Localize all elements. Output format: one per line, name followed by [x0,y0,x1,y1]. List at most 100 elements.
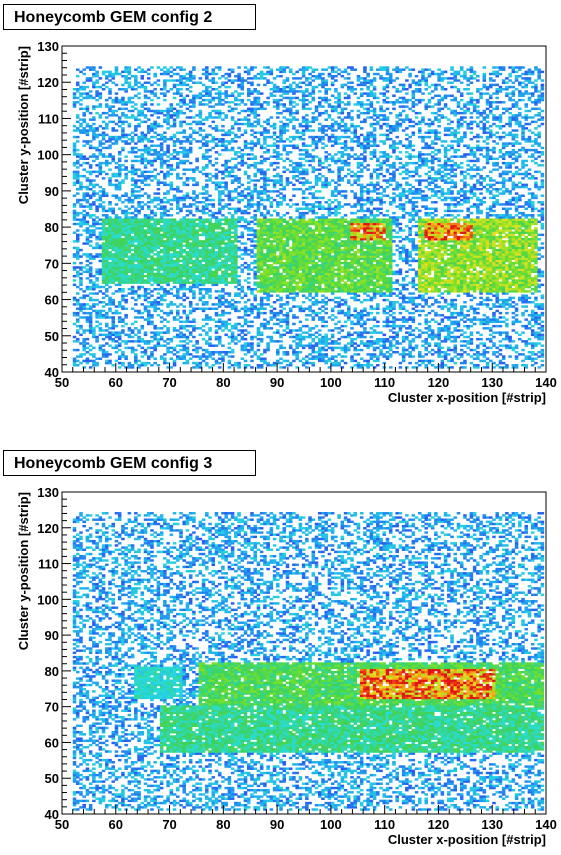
heatmap-cell [114,242,119,245]
heatmap-cell [150,114,154,117]
heatmap-cell [247,187,251,191]
heatmap-cell [137,114,141,117]
heatmap-cell [127,142,132,145]
heatmap-cell [279,124,283,128]
heatmap-cell [259,331,264,334]
heatmap-cell [124,218,128,221]
heatmap-cell [282,148,287,152]
heatmap-cell [256,251,261,254]
heatmap-cell [247,233,251,237]
heatmap-cell [243,344,248,347]
heatmap-cell [288,279,293,282]
heatmap-cell [211,198,216,202]
heatmap-cell [146,231,151,234]
heatmap-cell [227,259,232,263]
heatmap-cell [143,259,148,263]
heatmap-cell [153,109,157,113]
heatmap-cell [263,303,267,306]
heatmap-cell [253,144,257,147]
heatmap-cell [156,301,161,304]
heatmap-cell [156,257,161,261]
heatmap-cell [237,266,241,269]
heatmap-cell [166,311,170,315]
heatmap-cell [185,194,190,197]
heatmap-cell [117,138,122,141]
heatmap-cell [124,159,128,163]
heatmap-cell [150,222,154,226]
heatmap-cell [253,255,257,258]
heatmap-cell [140,350,145,354]
heatmap-cell [146,309,151,313]
heatmap-cell [150,264,154,267]
heatmap-cell [95,285,99,289]
heatmap-cell [230,364,235,367]
heatmap-cell [279,98,283,102]
heatmap-cell [130,364,135,367]
heatmap-cell [221,185,225,189]
heatmap-cell [230,242,235,245]
heatmap-cell [198,227,203,230]
heatmap-cell [279,346,283,350]
heatmap-cell [205,314,209,317]
heatmap-cell [75,68,80,71]
heatmap-cell [201,129,206,132]
heatmap-cell [195,350,199,354]
heatmap-cell [250,129,254,132]
heatmap-cell [205,229,209,232]
heatmap-cell [101,235,106,239]
heatmap-cell [150,290,154,293]
heatmap-cell [108,307,112,310]
heatmap-cell [188,251,193,254]
heatmap-cell [153,211,157,215]
heatmap-cell [272,290,277,293]
heatmap-cell [256,248,261,252]
heatmap-cell [75,222,80,226]
heatmap-cell [259,261,264,265]
heatmap-cell [201,227,206,230]
heatmap-cell [201,301,206,304]
heatmap-cell [111,255,116,258]
heatmap-cell [217,96,222,100]
heatmap-cell [101,348,106,352]
heatmap-cell [82,294,86,297]
heatmap-cell [263,185,267,189]
heatmap-cell [146,131,151,134]
heatmap-cell [285,224,290,228]
heatmap-cell [256,290,261,293]
heatmap-cell [95,105,99,108]
heatmap-cell [224,259,228,263]
heatmap-cell [124,294,128,297]
heatmap-cell [124,101,128,104]
heatmap-cell [243,66,248,69]
heatmap-cell [295,255,299,258]
heatmap-cell [117,183,122,187]
heatmap-cell [108,224,112,228]
heatmap-cell [88,127,93,130]
heatmap-cell [95,207,99,211]
heatmap-cell [198,114,203,117]
heatmap-cell [121,120,125,124]
heatmap-cell [82,340,86,343]
heatmap-cell [198,233,203,237]
heatmap-cell [182,244,186,247]
heatmap-cell [111,222,116,226]
heatmap-cell [224,231,228,234]
heatmap-cell [221,222,225,226]
heatmap-cell [150,218,154,221]
heatmap-cell [253,131,257,134]
heatmap-cell [143,292,148,295]
heatmap-cell [176,287,180,291]
heatmap-cell [237,155,241,158]
heatmap-cell [256,316,261,319]
heatmap-cell [146,109,151,113]
heatmap-cell [124,168,128,171]
heatmap-cell [114,214,119,217]
heatmap-cell [146,174,151,178]
heatmap-cell [205,259,209,263]
heatmap-cell [79,303,83,306]
heatmap-cell [276,218,280,221]
heatmap-cell [117,366,122,369]
heatmap-cell [105,70,109,74]
heatmap-cell [279,224,283,228]
heatmap-cell [111,301,116,304]
